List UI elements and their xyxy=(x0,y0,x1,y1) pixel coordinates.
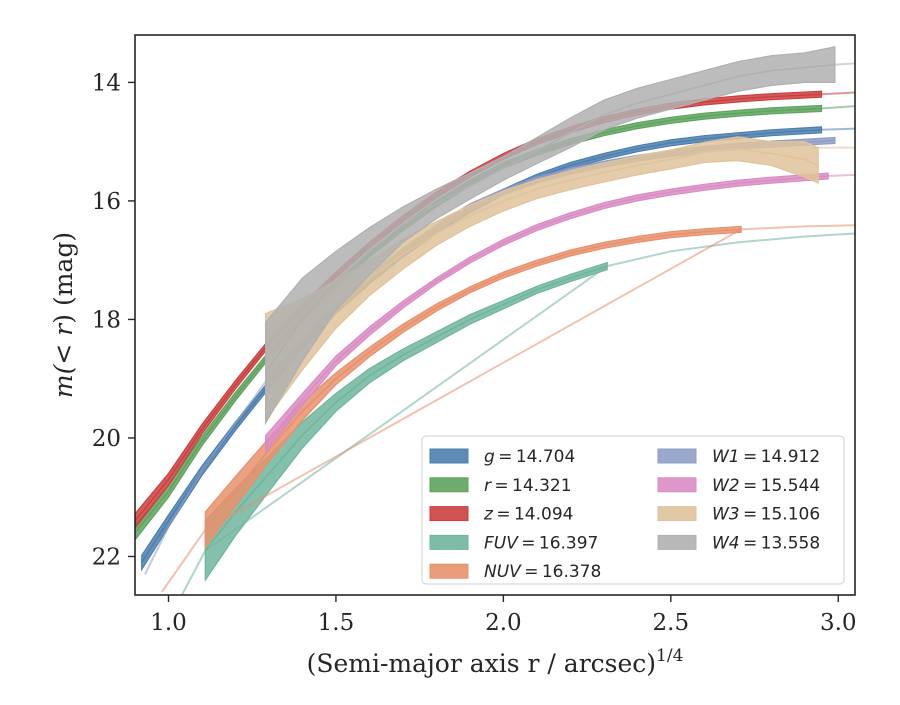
x-axis-label: (Semi-major axis r / arcsec)1/4 xyxy=(307,646,684,678)
legend-label: z = 14.094 xyxy=(483,505,573,525)
plot-frame xyxy=(134,34,856,596)
legend-item-nuv: NUV = 16.378 xyxy=(429,562,601,582)
series-w1-extension xyxy=(144,381,267,575)
y-axis-ticks: 14 16 18 20 22 xyxy=(92,70,135,570)
series-w2 xyxy=(265,172,855,454)
y-axis-label: m(< r) (mag) xyxy=(49,232,78,398)
y-tick-label: 16 xyxy=(92,189,121,215)
legend-label: r = 14.321 xyxy=(484,476,572,496)
legend-frame xyxy=(421,435,845,585)
legend-label: W3 = 15.106 xyxy=(712,505,820,525)
series-w4-extension xyxy=(834,62,855,66)
y-tick-label: 18 xyxy=(92,307,121,333)
series-w2-band xyxy=(265,172,829,454)
series-w4-line xyxy=(264,63,835,374)
x-tick-label: 3.0 xyxy=(820,610,857,636)
legend-item-r: r = 14.321 xyxy=(429,476,572,496)
series-r-extension xyxy=(821,105,855,110)
x-tick-label: 2.5 xyxy=(653,610,690,636)
legend-swatch xyxy=(429,534,469,550)
legend-swatch xyxy=(429,506,469,522)
legend-item-g: g = 14.704 xyxy=(429,447,575,467)
y-tick-label: 14 xyxy=(92,70,121,96)
legend-label: W2 = 15.544 xyxy=(712,476,820,496)
series-w4 xyxy=(264,46,855,426)
legend-item-w2: W2 = 15.544 xyxy=(657,476,820,496)
y-tick-label: 20 xyxy=(92,426,121,452)
legend-item-z: z = 14.094 xyxy=(429,505,573,525)
x-tick-label: 2.0 xyxy=(485,610,522,636)
legend-item-fuv: FUV = 16.397 xyxy=(429,533,598,553)
legend-label: W4 = 13.558 xyxy=(712,533,820,553)
legend-item-w1: W1 = 14.912 xyxy=(657,447,820,467)
legend-label: NUV = 16.378 xyxy=(484,562,601,582)
legend-swatch xyxy=(429,448,469,464)
legend-swatch xyxy=(657,448,697,464)
series-nuv-line xyxy=(204,228,742,531)
legend-swatch xyxy=(429,563,469,579)
series-w3 xyxy=(265,136,855,423)
legend-label: g = 14.704 xyxy=(484,447,575,467)
series-nuv-band xyxy=(204,225,742,550)
series-g-extension xyxy=(821,127,855,131)
series-nuv xyxy=(160,224,855,593)
series-layer xyxy=(135,46,855,595)
legend-item-w3: W3 = 15.106 xyxy=(657,505,820,525)
legend-swatch xyxy=(657,534,697,550)
series-w2-line xyxy=(265,175,829,445)
x-tick-label: 1.5 xyxy=(318,610,355,636)
legend-item-w4: W4 = 13.558 xyxy=(657,533,820,553)
y-tick-label: 22 xyxy=(92,544,121,570)
legend-label: W1 = 14.912 xyxy=(712,447,820,467)
legend-swatch xyxy=(429,477,469,493)
legend-swatch xyxy=(657,477,697,493)
x-axis-ticks: 1.0 1.5 2.0 2.5 3.0 xyxy=(150,595,857,636)
series-w3-line xyxy=(265,148,819,368)
series-fuv xyxy=(181,232,855,595)
series-w3-band xyxy=(265,136,819,423)
series-z-extension xyxy=(821,91,855,96)
legend-label: FUV = 16.397 xyxy=(484,533,598,553)
legend-items: g = 14.704 r = 14.321 z = 14.094 FUV = 16.3… xyxy=(429,447,820,582)
series-w4-band xyxy=(265,46,836,426)
series-fuv-band xyxy=(204,261,608,583)
legend-swatch xyxy=(657,506,697,522)
x-tick-label: 1.0 xyxy=(150,610,187,636)
series-fuv-line xyxy=(204,265,608,552)
series-w2-extension xyxy=(828,173,855,177)
legend: g = 14.704 r = 14.321 z = 14.094 FUV = 16.3… xyxy=(421,435,845,585)
